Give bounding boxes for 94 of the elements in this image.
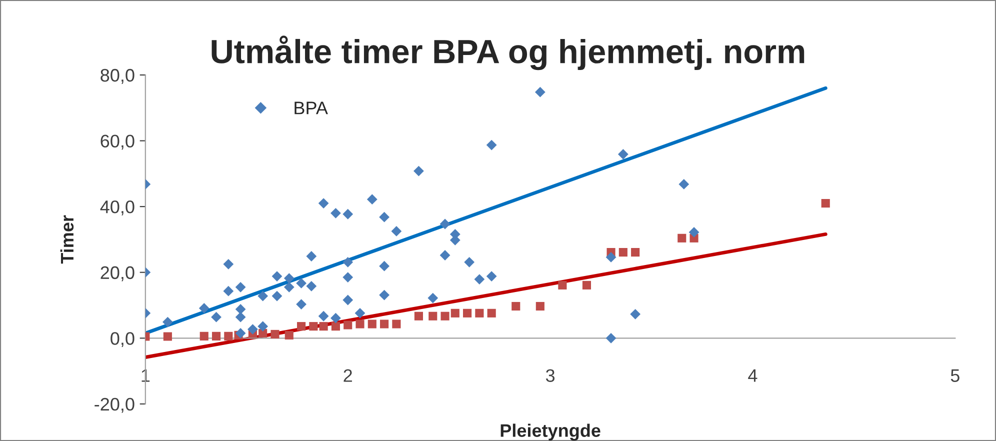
point [284, 273, 294, 284]
point [474, 274, 485, 284]
x-tick-label: 2 [344, 369, 352, 382]
point [486, 271, 497, 282]
point [450, 308, 460, 318]
point [440, 218, 450, 230]
point [319, 322, 328, 331]
point [414, 166, 424, 176]
point [379, 260, 390, 272]
point [296, 299, 306, 310]
point [618, 149, 628, 160]
point [368, 320, 376, 328]
point [235, 304, 246, 314]
point [356, 320, 364, 328]
point [414, 312, 423, 320]
point [296, 278, 306, 288]
point [235, 312, 246, 322]
point [821, 198, 830, 208]
point [534, 86, 546, 98]
point [284, 282, 294, 292]
point [318, 198, 329, 208]
y-tick-label: 80,0 [100, 68, 134, 84]
point [428, 292, 438, 304]
point [379, 212, 390, 222]
point [272, 290, 282, 302]
point [309, 322, 318, 331]
point [582, 280, 592, 290]
point [342, 256, 354, 268]
point [258, 321, 268, 332]
y-axis-title: Timer [60, 215, 74, 264]
point [330, 208, 341, 218]
x-tick-label: 4 [748, 369, 758, 382]
point [248, 324, 258, 334]
point [200, 332, 208, 340]
point [440, 312, 450, 320]
point [344, 320, 352, 330]
point [318, 310, 329, 322]
point [163, 332, 172, 341]
point [536, 302, 544, 311]
point [380, 320, 389, 328]
chart-title: Utmålte timer BPA og hjemmetj. norm [212, 36, 804, 70]
point [235, 282, 246, 292]
point [606, 252, 616, 262]
point [284, 330, 294, 340]
point [223, 286, 234, 296]
point [512, 302, 520, 311]
point [463, 308, 472, 318]
point [198, 303, 210, 314]
point [235, 328, 246, 338]
point [487, 308, 496, 318]
point [391, 226, 402, 236]
point [631, 248, 640, 257]
point [354, 308, 366, 318]
point [606, 332, 616, 344]
point [366, 194, 378, 205]
y-tick-label: 20,0 [100, 266, 134, 282]
x-tick-label: 3 [546, 369, 555, 382]
point [224, 332, 233, 340]
point [342, 208, 354, 220]
point [392, 320, 401, 328]
y-tick-label: -20,0 [94, 398, 134, 413]
x-tick-label: 5 [950, 369, 960, 382]
point [618, 248, 628, 257]
point [272, 271, 282, 282]
point [162, 316, 173, 328]
point [212, 332, 221, 340]
point [486, 140, 497, 150]
point [258, 290, 268, 302]
point [440, 250, 450, 260]
point [330, 312, 341, 324]
point [306, 251, 317, 262]
y-tick-label: 60,0 [100, 134, 134, 150]
point [342, 272, 354, 282]
point [558, 280, 567, 290]
y-tick-label: 0,0 [110, 332, 134, 348]
point [630, 308, 641, 320]
point [428, 312, 438, 320]
point [688, 227, 700, 238]
point [211, 312, 222, 322]
point [342, 294, 354, 306]
x-axis-title: Pleietyngde [500, 424, 600, 441]
legend-label: BPA [294, 102, 328, 114]
point [475, 308, 484, 318]
point [306, 280, 317, 292]
point [223, 258, 234, 270]
y-tick-label: 40,0 [100, 200, 134, 216]
point [258, 328, 268, 338]
point [678, 234, 686, 242]
point [270, 330, 280, 338]
point [331, 322, 340, 331]
point [297, 322, 306, 331]
point [379, 290, 390, 300]
point [464, 256, 475, 268]
point [678, 178, 690, 190]
